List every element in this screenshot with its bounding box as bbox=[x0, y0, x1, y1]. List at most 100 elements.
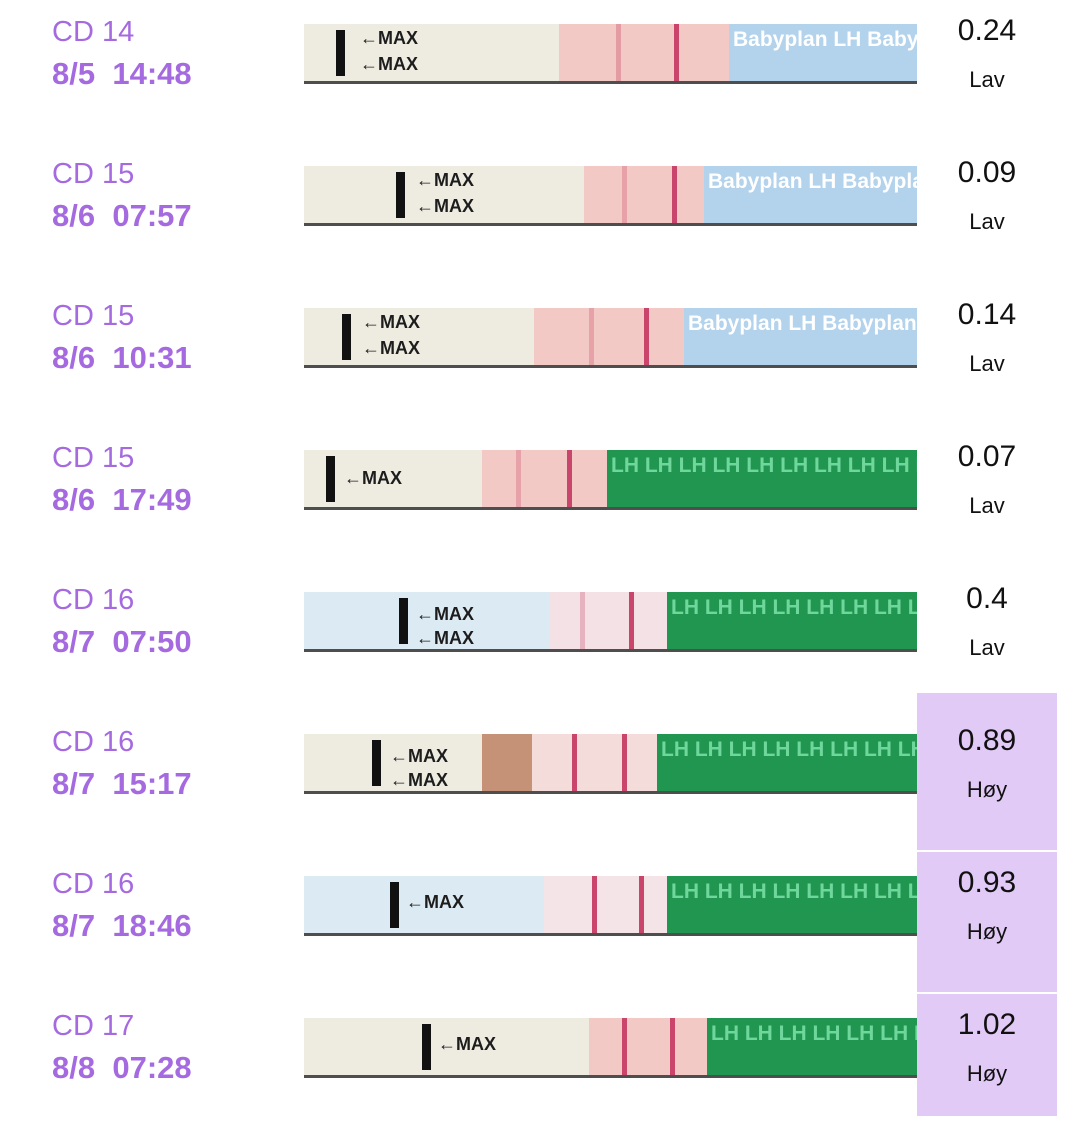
test-line bbox=[670, 1018, 675, 1075]
strip-bar bbox=[342, 314, 351, 360]
result-cell: 0.24 Lav bbox=[917, 0, 1057, 142]
test-strip-photo[interactable]: ←MAX ←MAX LH LH LH LH LH LH LH LH LH LH … bbox=[304, 592, 917, 652]
cycle-day: CD 14 bbox=[52, 16, 135, 48]
control-line bbox=[572, 734, 577, 791]
test-row: CD 16 8/7 18:46 ←MAX LH LH LH LH LH LH L… bbox=[0, 852, 1080, 994]
brand-area: LH LH LH LH LH LH LH LH LH LH LH LH bbox=[667, 592, 917, 649]
max-label: ←MAX bbox=[362, 338, 420, 358]
strip-bar bbox=[336, 30, 345, 76]
test-row: CD 15 8/6 17:49 ←MAX LH LH LH LH LH LH L… bbox=[0, 426, 1080, 568]
test-line bbox=[629, 592, 634, 649]
reaction-zone bbox=[559, 24, 729, 81]
lh-level: Lav bbox=[969, 209, 1005, 234]
brand-area: Babyplan LH Babyplan LH Babyplan LH bbox=[704, 166, 917, 223]
max-label: ←MAX bbox=[390, 746, 448, 766]
max-label: ←MAX bbox=[360, 54, 418, 74]
test-strip-photo[interactable]: ←MAX ←MAX LH LH LH LH LH LH LH LH LH LH … bbox=[304, 734, 917, 794]
brand-text: LH LH LH LH LH LH LH LH LH LH LH LH bbox=[671, 596, 917, 619]
test-line bbox=[567, 450, 572, 507]
test-row: CD 14 8/5 14:48 ←MAX ←MAX Babyplan LH Ba… bbox=[0, 0, 1080, 142]
control-line bbox=[592, 876, 597, 933]
strip-bar bbox=[399, 598, 408, 644]
result-cell: 0.07 Lav bbox=[917, 426, 1057, 568]
result-cell: 0.4 Lav bbox=[917, 568, 1057, 710]
brand-text: LH LH LH LH LH LH LH LH LH LH LH LH bbox=[711, 1022, 917, 1045]
cycle-day: CD 17 bbox=[52, 1010, 135, 1042]
test-datetime: 8/6 10:31 bbox=[52, 340, 192, 375]
max-label: ←MAX bbox=[406, 892, 464, 912]
test-line bbox=[622, 734, 627, 791]
max-label: ←MAX bbox=[360, 28, 418, 48]
lh-value: 0.07 bbox=[957, 440, 1017, 473]
strip-bar bbox=[372, 740, 381, 786]
brand-area: LH LH LH LH LH LH LH LH LH LH LH LH bbox=[667, 876, 917, 933]
result-cell: 0.14 Lav bbox=[917, 284, 1057, 426]
test-datetime: 8/6 17:49 bbox=[52, 482, 192, 517]
reaction-zone bbox=[532, 734, 657, 791]
brand-text: LH LH LH LH LH LH LH LH LH LH LH LH bbox=[671, 880, 917, 903]
max-label: ←MAX bbox=[390, 770, 448, 790]
lh-level: Lav bbox=[969, 635, 1005, 660]
reaction-zone bbox=[589, 1018, 707, 1075]
result-cell-high: 1.02 Høy bbox=[917, 994, 1057, 1118]
reaction-zone bbox=[544, 876, 667, 933]
lh-value: 0.89 bbox=[957, 724, 1017, 757]
cycle-day: CD 15 bbox=[52, 300, 135, 332]
max-label: ←MAX bbox=[416, 170, 474, 190]
test-datetime: 8/5 14:48 bbox=[52, 56, 192, 91]
lh-value: 1.02 bbox=[957, 1008, 1017, 1041]
lh-level: Høy bbox=[966, 919, 1008, 944]
test-row: CD 15 8/6 10:31 ←MAX ←MAX Babyplan LH Ba… bbox=[0, 284, 1080, 426]
test-datetime: 8/8 07:28 bbox=[52, 1050, 192, 1085]
result-cell-high: 0.93 Høy bbox=[917, 852, 1057, 994]
test-strip-photo[interactable]: ←MAX LH LH LH LH LH LH LH LH LH LH LH LH bbox=[304, 1018, 917, 1078]
brand-text: Babyplan LH Babyplan LH Babyplan LH bbox=[688, 312, 917, 335]
max-label: ←MAX bbox=[416, 196, 474, 216]
brand-area: LH LH LH LH LH LH LH LH LH LH LH LH bbox=[707, 1018, 917, 1075]
control-line bbox=[516, 450, 521, 507]
test-strip-photo[interactable]: ←MAX ←MAX Babyplan LH Babyplan LH Babypl… bbox=[304, 308, 917, 368]
control-line bbox=[616, 24, 621, 81]
test-strip-photo[interactable]: ←MAX LH LH LH LH LH LH LH LH LH LH LH LH bbox=[304, 876, 917, 936]
brand-text: LH LH LH LH LH LH LH LH LH LH LH LH bbox=[661, 738, 917, 761]
brand-area: LH LH LH LH LH LH LH LH LH LH LH LH bbox=[657, 734, 917, 791]
test-strip-photo[interactable]: ←MAX ←MAX Babyplan LH Babyplan LH Babypl… bbox=[304, 24, 917, 84]
lh-value: 0.09 bbox=[957, 156, 1017, 189]
reaction-zone bbox=[534, 308, 684, 365]
brand-text: LH LH LH LH LH LH LH LH LH LH LH LH bbox=[611, 454, 917, 477]
test-line bbox=[644, 308, 649, 365]
test-strip-photo[interactable]: ←MAX LH LH LH LH LH LH LH LH LH LH LH LH bbox=[304, 450, 917, 510]
lh-level: Lav bbox=[969, 67, 1005, 92]
strip-stain bbox=[482, 734, 532, 791]
reaction-zone bbox=[482, 450, 607, 507]
lh-level: Høy bbox=[966, 1061, 1008, 1086]
max-label: ←MAX bbox=[362, 312, 420, 332]
brand-area: Babyplan LH Babyplan LH Babyplan LH bbox=[684, 308, 917, 365]
cycle-day: CD 16 bbox=[52, 726, 135, 758]
cycle-day: CD 15 bbox=[52, 442, 135, 474]
reaction-zone bbox=[549, 592, 667, 649]
test-row: CD 15 8/6 07:57 ←MAX ←MAX Babyplan LH Ba… bbox=[0, 142, 1080, 284]
max-label: ←MAX bbox=[416, 628, 474, 648]
test-strip-photo[interactable]: ←MAX ←MAX Babyplan LH Babyplan LH Babypl… bbox=[304, 166, 917, 226]
test-line bbox=[672, 166, 677, 223]
test-datetime: 8/7 15:17 bbox=[52, 766, 192, 801]
control-line bbox=[622, 166, 627, 223]
test-line bbox=[674, 24, 679, 81]
cycle-day: CD 16 bbox=[52, 868, 135, 900]
strip-bar bbox=[396, 172, 405, 218]
result-cell-high: 0.89 Høy bbox=[917, 693, 1057, 852]
lh-value: 0.14 bbox=[957, 298, 1017, 331]
brand-text: Babyplan LH Babyplan LH Babyplan LH bbox=[708, 170, 917, 193]
max-label: ←MAX bbox=[344, 468, 402, 488]
brand-text: Babyplan LH Babyplan LH Babyplan LH bbox=[733, 28, 917, 51]
lh-level: Høy bbox=[966, 777, 1008, 802]
strip-bar bbox=[422, 1024, 431, 1070]
result-cell: 0.09 Lav bbox=[917, 142, 1057, 284]
test-datetime: 8/7 07:50 bbox=[52, 624, 192, 659]
max-label: ←MAX bbox=[438, 1034, 496, 1054]
brand-area: Babyplan LH Babyplan LH Babyplan LH bbox=[729, 24, 917, 81]
cycle-day: CD 16 bbox=[52, 584, 135, 616]
test-line bbox=[639, 876, 644, 933]
lh-level: Lav bbox=[969, 351, 1005, 376]
